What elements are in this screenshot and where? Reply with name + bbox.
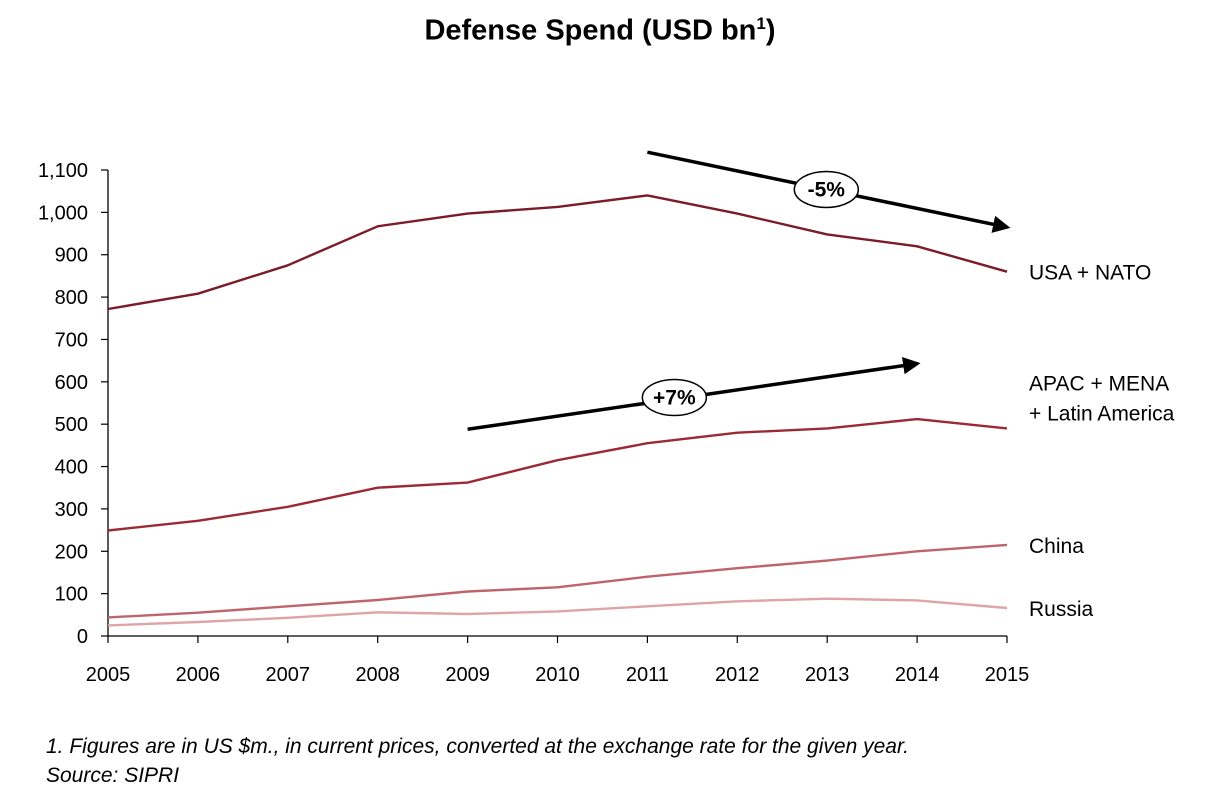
chart-title-superscript: 1 bbox=[756, 14, 766, 33]
trend-badge bbox=[641, 378, 708, 417]
series-label: APAC + MENA bbox=[1029, 372, 1169, 395]
x-tick-label: 2015 bbox=[985, 664, 1030, 686]
series-label: Russia bbox=[1029, 598, 1094, 621]
y-tick-label: 0 bbox=[77, 626, 88, 648]
x-tick-label: 2009 bbox=[445, 664, 490, 686]
footnote: 1. Figures are in US $m., in current pri… bbox=[46, 732, 909, 790]
y-tick-label: 100 bbox=[55, 584, 88, 606]
series-line bbox=[107, 597, 1008, 627]
series-label: China bbox=[1029, 535, 1084, 558]
trend-badge bbox=[793, 170, 860, 209]
trend-annotations: -5% +7% bbox=[467, 150, 1011, 431]
y-tick-label: 400 bbox=[55, 457, 88, 479]
y-tick-label: 800 bbox=[55, 287, 88, 309]
chart-title: Defense Spend (USD bn1) bbox=[424, 14, 776, 47]
y-tick-label: 300 bbox=[55, 499, 88, 521]
y-tick-label: 500 bbox=[55, 414, 88, 436]
series-line bbox=[107, 194, 1008, 311]
trend-badge-label: +7% bbox=[653, 386, 696, 409]
series-line bbox=[107, 417, 1008, 532]
x-tick-label: 2010 bbox=[535, 664, 580, 686]
x-tick-label: 2014 bbox=[895, 664, 940, 686]
chart-title-text: Defense Spend (USD bn bbox=[424, 14, 757, 47]
y-tick-label: 900 bbox=[55, 245, 88, 267]
footnote-line-1: 1. Figures are in US $m., in current pri… bbox=[46, 735, 909, 758]
y-tick-label: 700 bbox=[55, 329, 88, 351]
y-tick-label: 1,100 bbox=[38, 160, 88, 182]
y-tick-label: 600 bbox=[55, 372, 88, 394]
axes: 0 100 200 300 400 500 600 700 800 900 1,000 1,100 20… bbox=[38, 160, 1029, 686]
series-label: USA + NATO bbox=[1029, 262, 1151, 285]
x-tick-label: 2007 bbox=[266, 664, 311, 686]
y-tick-label: 200 bbox=[55, 541, 88, 563]
trend-badge-label: -5% bbox=[808, 178, 846, 201]
x-tick-label: 2013 bbox=[805, 664, 850, 686]
y-tick-label: 1,000 bbox=[38, 202, 88, 224]
x-tick-label: 2011 bbox=[626, 664, 669, 686]
x-tick-label: 2005 bbox=[86, 664, 131, 686]
x-tick-label: 2008 bbox=[355, 664, 400, 686]
series-lines: USA + NATO APAC + MENA + Latin America Chin… bbox=[107, 194, 1175, 627]
series-label: + Latin America bbox=[1029, 402, 1175, 425]
footnote-source: Source: SIPRI bbox=[46, 764, 180, 787]
x-tick-label: 2006 bbox=[176, 664, 221, 686]
x-tick-label: 2012 bbox=[715, 664, 760, 686]
series-line bbox=[107, 543, 1008, 619]
